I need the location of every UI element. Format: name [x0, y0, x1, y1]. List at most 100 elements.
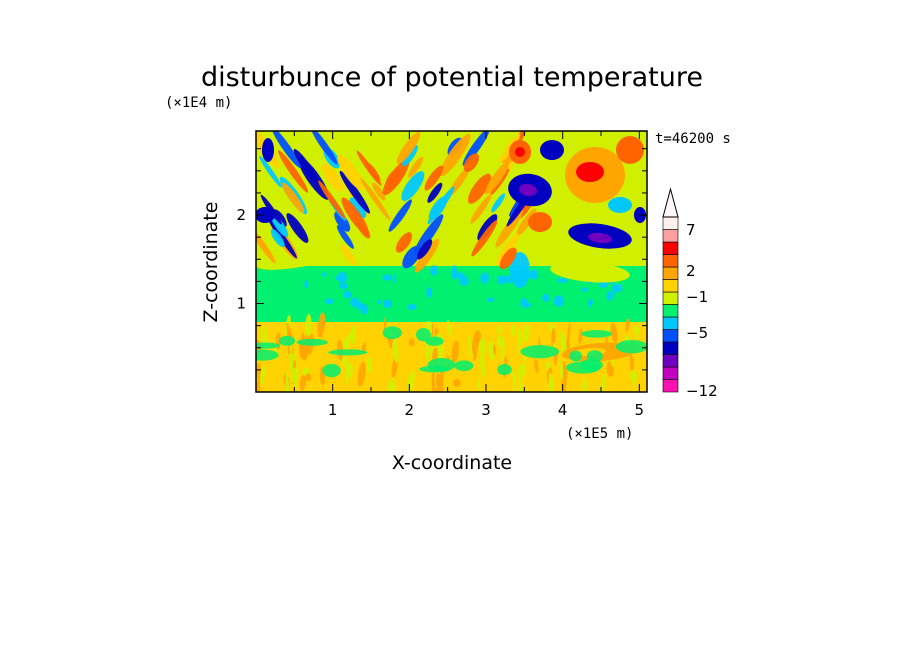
- contour-patch: [377, 299, 381, 304]
- contour-patch: [558, 358, 564, 380]
- colorbar-swatch: [662, 279, 679, 293]
- contour-patch: [388, 378, 396, 392]
- contour-patch: [632, 376, 637, 388]
- contour-patch: [582, 377, 587, 392]
- contour-patch: [425, 336, 444, 346]
- contour-patch: [361, 342, 367, 353]
- contour-patch: [322, 272, 327, 277]
- contour-patch: [341, 356, 348, 367]
- contour-patch: [452, 378, 461, 387]
- contour-patch: [616, 136, 644, 164]
- colorbar: 7 2 −1 −5 −12: [662, 187, 718, 400]
- contour-patch: [393, 273, 397, 284]
- contour-patch: [468, 335, 472, 358]
- y-tick-label: 2: [236, 206, 246, 224]
- contour-patch: [615, 340, 647, 354]
- contour-patch: [578, 328, 583, 345]
- contour-patch: [346, 363, 353, 379]
- contour-patch: [293, 149, 319, 184]
- contour-patch: [559, 330, 567, 356]
- contour-patch: [395, 232, 413, 253]
- contour-patch: [382, 274, 393, 281]
- contour-patch: [256, 342, 281, 349]
- contour-patch: [396, 131, 421, 165]
- contour-patch: [334, 211, 351, 232]
- y-tick-label: 1: [236, 295, 246, 313]
- contour-patch: [495, 209, 523, 248]
- colorbar-label: −5: [686, 324, 708, 342]
- contour-patch: [388, 199, 412, 232]
- contour-patch: [256, 349, 279, 361]
- contour-patch: [581, 287, 588, 292]
- contour-patch: [382, 326, 402, 340]
- contour-patch: [349, 197, 367, 219]
- contour-patch: [569, 350, 583, 362]
- colorbar-swatch: [662, 316, 679, 330]
- contour-patch: [285, 372, 289, 392]
- contour-patch: [304, 314, 312, 338]
- contour-patch: [426, 287, 433, 298]
- contour-patch: [260, 365, 266, 386]
- contour-patch: [454, 360, 474, 372]
- contour-patch: [256, 207, 275, 223]
- colorbar-swatch: [662, 354, 679, 368]
- contour-patch: [477, 376, 481, 391]
- contour-patch: [256, 246, 345, 270]
- contour-patch: [581, 330, 613, 338]
- contour-patch: [345, 334, 350, 348]
- x-axis-label: X-coordinate: [392, 452, 512, 474]
- contour-patch: [588, 232, 612, 244]
- contour-patch: [286, 213, 309, 243]
- contour-patch: [520, 298, 528, 307]
- contour-patch: [293, 373, 298, 389]
- contour-patch: [328, 349, 368, 356]
- contour-patch: [360, 177, 391, 221]
- contour-patch: [451, 340, 459, 363]
- contour-patch: [322, 363, 341, 378]
- contour-patch: [270, 213, 289, 238]
- contour-patch: [463, 153, 480, 173]
- x-tick-label: 5: [635, 401, 645, 419]
- contour-patch: [486, 297, 495, 303]
- contour-patch: [424, 165, 444, 191]
- colorbar-label: −12: [686, 382, 718, 400]
- colorbar-swatch: [662, 341, 679, 355]
- contour-patch: [282, 182, 305, 214]
- contour-patch: [565, 361, 601, 374]
- contour-patch: [408, 156, 424, 178]
- contour-patch: [502, 275, 514, 284]
- contour-patch: [277, 150, 309, 193]
- contour-patch: [610, 322, 618, 343]
- colorbar-swatch: [662, 229, 679, 243]
- contour-patch: [402, 245, 421, 269]
- contour-patch: [372, 182, 386, 201]
- contour-patch: [427, 182, 443, 203]
- contour-patch: [324, 298, 334, 305]
- contour-patch: [340, 244, 357, 266]
- y-axis-label: Z-coordinate: [200, 202, 222, 323]
- contour-patch: [366, 356, 373, 374]
- colorbar-swatch: [662, 241, 679, 255]
- contour-patch: [270, 229, 285, 248]
- contour-patch: [493, 344, 496, 355]
- contour-patch: [515, 147, 525, 157]
- contour-patch: [256, 226, 276, 264]
- contour-patch: [413, 214, 444, 256]
- contour-patch: [635, 332, 639, 341]
- contour-field: [256, 131, 647, 392]
- contour-patch: [606, 291, 614, 301]
- x-tick-label: 4: [558, 401, 568, 419]
- contour-patch: [473, 330, 482, 344]
- time-label: t=46200 s: [655, 131, 731, 147]
- x-axis: 1 2 3 4 5: [293, 131, 645, 419]
- contour-patch: [588, 298, 594, 305]
- contour-patch: [480, 272, 489, 284]
- colorbar-swatch: [662, 379, 679, 393]
- contour-patch: [321, 163, 344, 192]
- contour-patch: [470, 194, 492, 224]
- contour-patch: [625, 318, 630, 332]
- contour-patch: [299, 374, 307, 391]
- contour-patch: [446, 320, 452, 337]
- x-tick-label: 1: [328, 401, 338, 419]
